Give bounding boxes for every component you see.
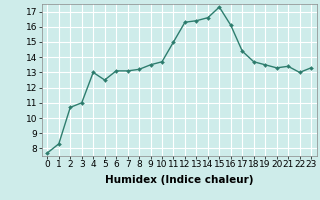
X-axis label: Humidex (Indice chaleur): Humidex (Indice chaleur) xyxy=(105,175,253,185)
